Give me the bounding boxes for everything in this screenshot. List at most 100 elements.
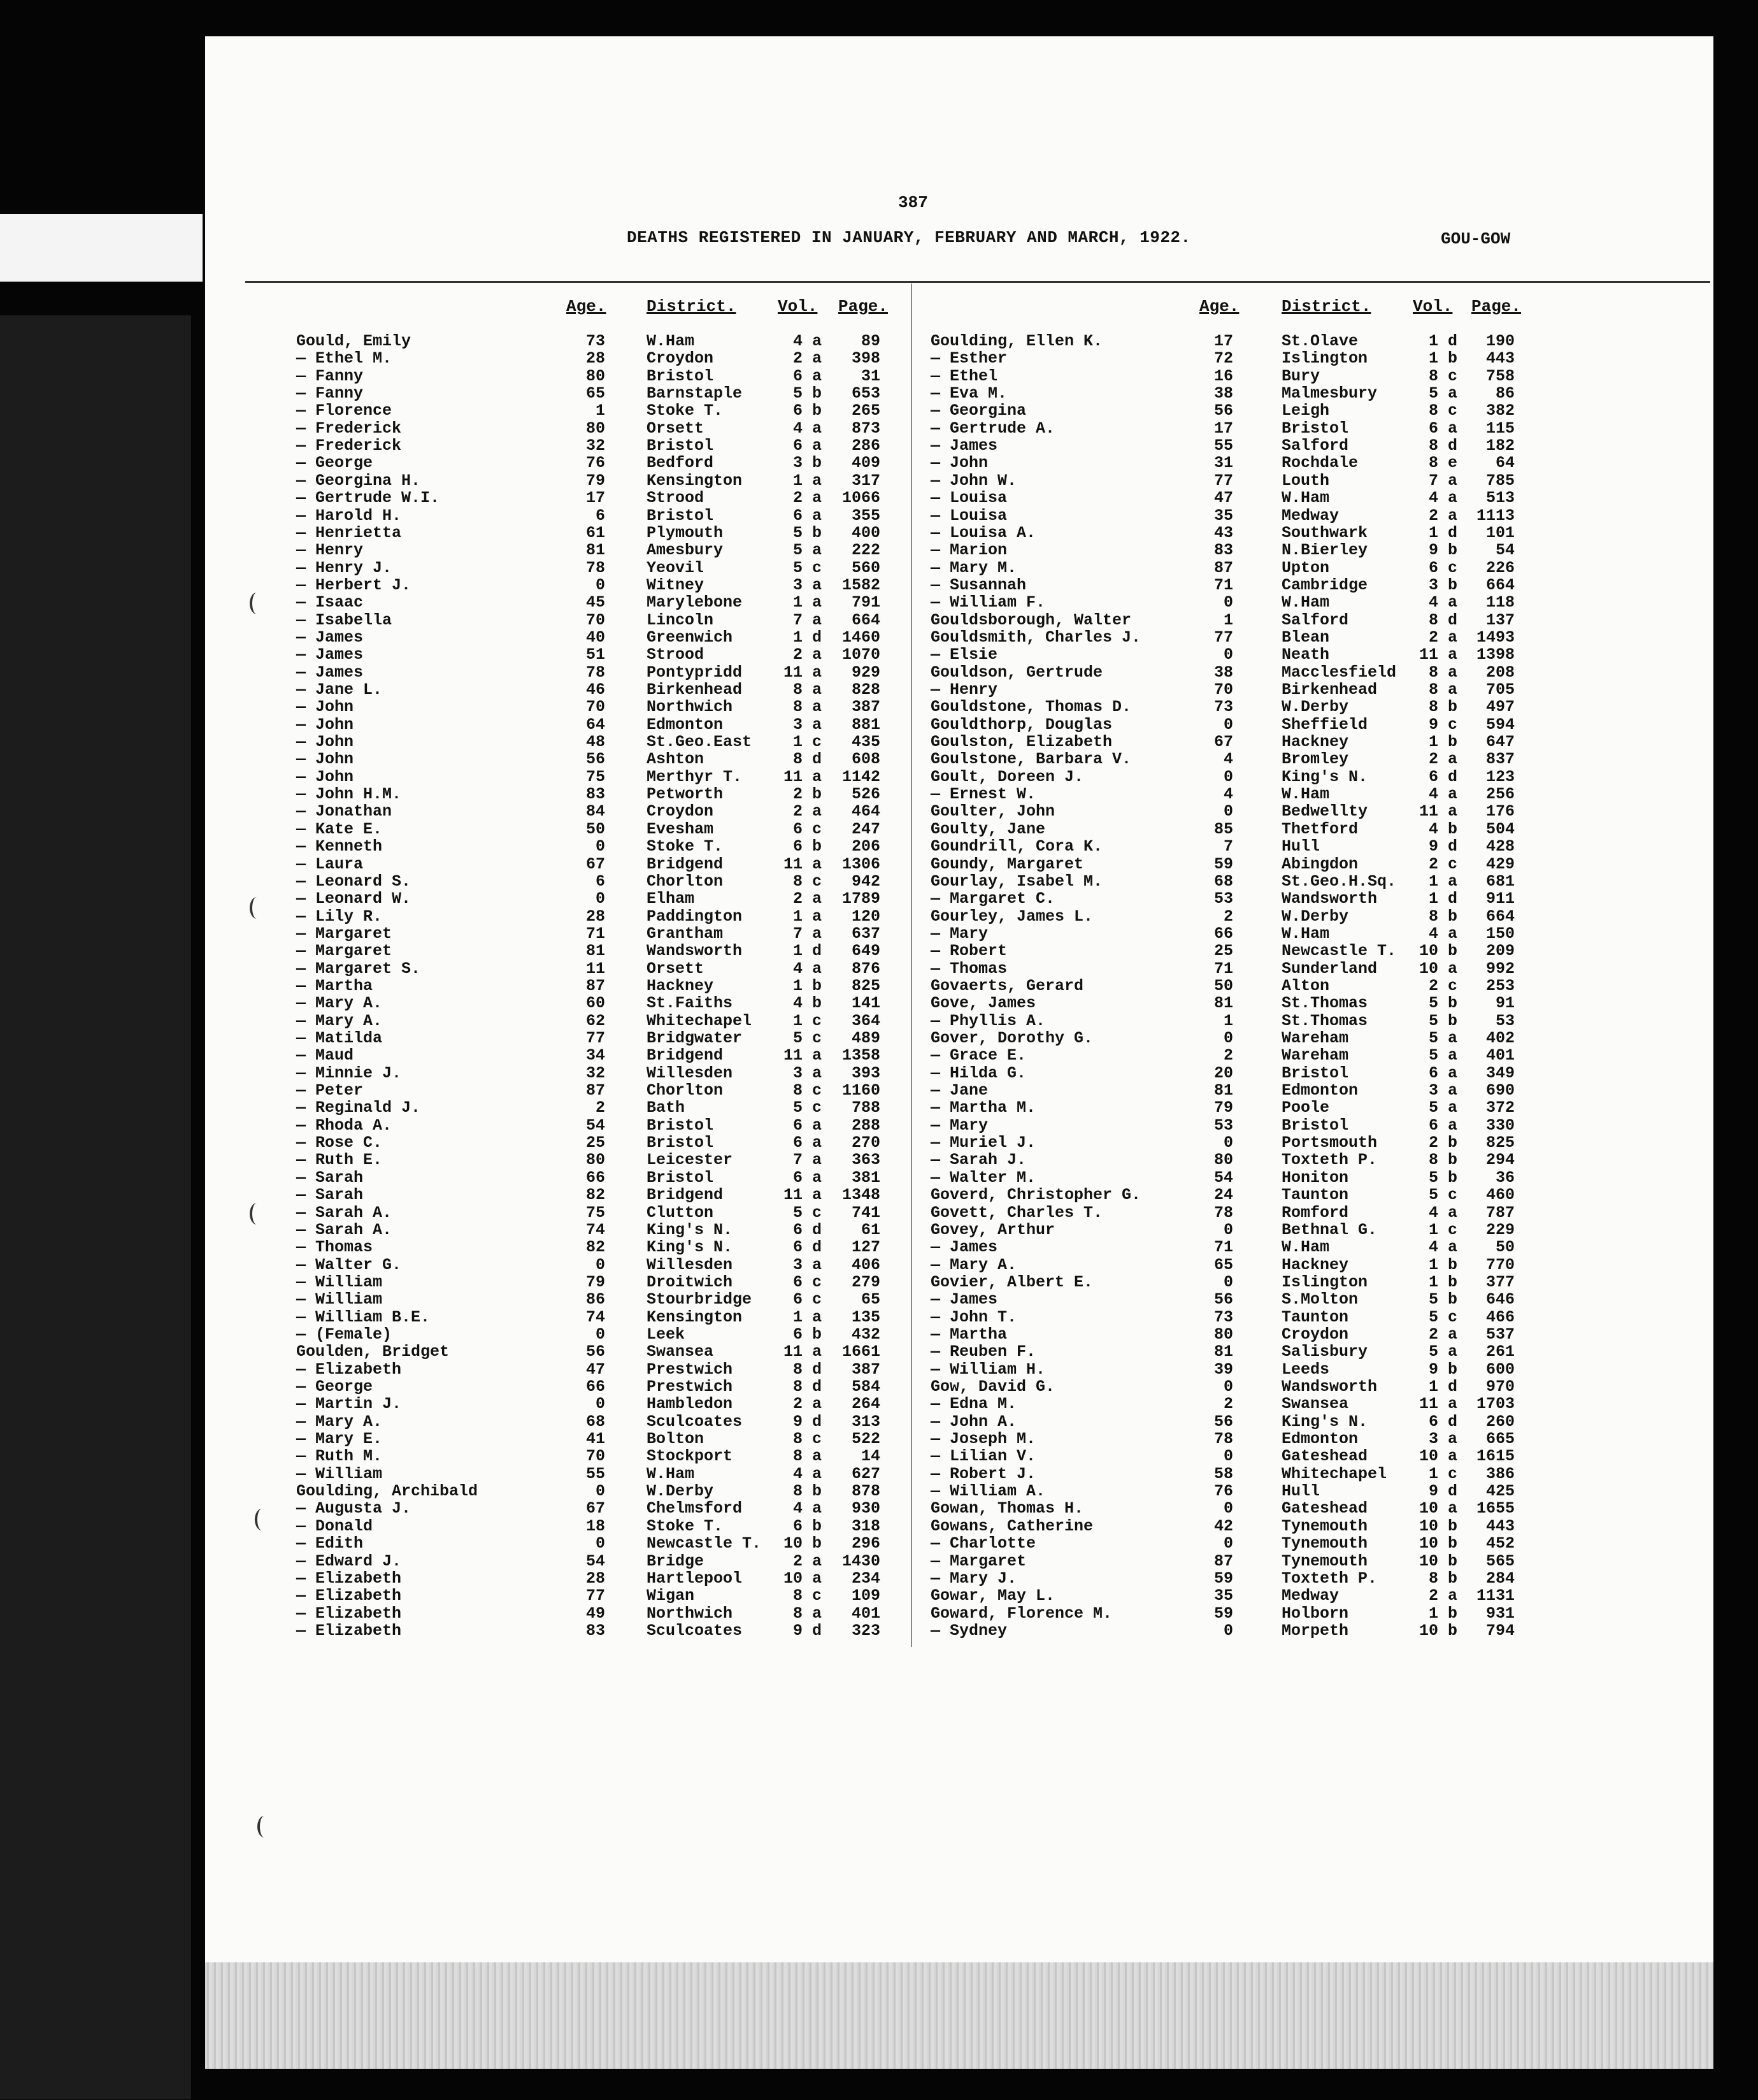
entry-age: 0 bbox=[595, 1534, 605, 1553]
entry-district: W.Ham bbox=[647, 332, 695, 350]
entry-name: — Donald bbox=[296, 1516, 373, 1535]
entry-age: 2 bbox=[1223, 907, 1233, 926]
entry-district: Croydon bbox=[1282, 1325, 1349, 1344]
entry-age: 0 bbox=[1223, 715, 1233, 734]
entry-name: — Fanny bbox=[296, 384, 364, 403]
entry-name: — Ruth M. bbox=[296, 1447, 383, 1466]
right-header-page: Page. bbox=[1471, 297, 1522, 316]
entry-name: Goundrill, Cora K. bbox=[931, 837, 1103, 856]
entry-name: — Augusta J. bbox=[296, 1499, 411, 1518]
entry-age: 0 bbox=[595, 1325, 605, 1344]
entry-district: Bristol bbox=[647, 436, 714, 456]
entry-volume: 2 a bbox=[792, 349, 822, 368]
entry-age: 56 bbox=[585, 1342, 605, 1362]
entry-age: 55 bbox=[585, 1464, 605, 1483]
entry-name: Goward, Florence M. bbox=[931, 1604, 1113, 1623]
entry-age: 54 bbox=[585, 1116, 605, 1135]
entry-age: 1 bbox=[1223, 610, 1233, 629]
entry-name: — Margaret bbox=[296, 942, 392, 961]
entry-age: 28 bbox=[585, 1569, 605, 1588]
entry-district: Barnstaple bbox=[647, 384, 743, 403]
entry-age: 73 bbox=[1213, 1307, 1233, 1327]
entry-page: 208 bbox=[1485, 663, 1515, 682]
entry-volume: 10 b bbox=[1419, 942, 1457, 961]
entry-district: Willesden bbox=[647, 1255, 733, 1274]
entry-district: Honiton bbox=[1282, 1168, 1349, 1187]
entry-page: 264 bbox=[851, 1395, 880, 1414]
entry-page: 1306 bbox=[841, 854, 880, 874]
entry-volume: 6 b bbox=[792, 1325, 822, 1344]
entry-name: — John H.M. bbox=[296, 785, 402, 804]
entry-district: Orsett bbox=[647, 419, 704, 438]
register-page bbox=[205, 36, 1713, 2069]
entry-volume: 6 d bbox=[1428, 1412, 1457, 1431]
entry-volume: 3 a bbox=[792, 1255, 822, 1274]
entry-volume: 11 a bbox=[1419, 1395, 1457, 1414]
entry-name: — Elsie bbox=[931, 645, 998, 665]
entry-age: 58 bbox=[1213, 1464, 1233, 1483]
entry-district: Poole bbox=[1282, 1098, 1330, 1118]
left-header-district: District. bbox=[647, 297, 736, 316]
entry-volume: 5 b bbox=[792, 523, 822, 542]
entry-volume: 9 d bbox=[1428, 837, 1457, 856]
entry-name: — William F. bbox=[931, 593, 1046, 612]
entry-age: 24 bbox=[1213, 1186, 1233, 1205]
entry-district: Paddington bbox=[647, 907, 743, 926]
entry-age: 62 bbox=[585, 1011, 605, 1030]
entry-name: Gowans, Catherine bbox=[931, 1516, 1094, 1535]
entry-volume: 1 b bbox=[1428, 349, 1457, 368]
entry-district: Kensington bbox=[647, 471, 743, 490]
entry-volume: 5 b bbox=[1428, 994, 1457, 1013]
entry-page: 54 bbox=[1495, 541, 1515, 560]
entry-page: 608 bbox=[851, 750, 880, 769]
entry-page: 398 bbox=[851, 349, 880, 368]
entry-name: — Maud bbox=[296, 1046, 354, 1065]
entry-name: Gourley, James L. bbox=[931, 907, 1094, 926]
entry-page: 429 bbox=[1485, 854, 1515, 874]
entry-age: 76 bbox=[1213, 1482, 1233, 1501]
entry-volume: 1 d bbox=[1428, 1377, 1457, 1396]
entry-volume: 6 d bbox=[1428, 767, 1457, 786]
entry-age: 67 bbox=[585, 1499, 605, 1518]
entry-district: Medway bbox=[1282, 1586, 1340, 1606]
entry-age: 81 bbox=[1213, 1342, 1233, 1362]
entry-name: — James bbox=[296, 645, 364, 665]
entry-volume: 2 a bbox=[1428, 750, 1457, 769]
entry-district: Northwich bbox=[647, 1604, 733, 1623]
entry-page: 873 bbox=[851, 419, 880, 438]
entry-district: St.Faiths bbox=[647, 994, 733, 1013]
entry-name: — Martha M. bbox=[931, 1098, 1036, 1118]
entry-volume: 8 b bbox=[1428, 1151, 1457, 1170]
entry-volume: 5 b bbox=[1428, 1168, 1457, 1187]
entry-age: 72 bbox=[1213, 349, 1233, 368]
entry-volume: 9 b bbox=[1428, 541, 1457, 560]
entry-name: — Elizabeth bbox=[296, 1604, 402, 1623]
entry-age: 0 bbox=[595, 1255, 605, 1274]
entry-age: 17 bbox=[1213, 332, 1233, 350]
entry-name: — Martin J. bbox=[296, 1395, 402, 1414]
entry-age: 0 bbox=[595, 889, 605, 909]
entry-page: 349 bbox=[1485, 1063, 1515, 1082]
entry-age: 4 bbox=[1223, 785, 1233, 804]
entry-name: — Marion bbox=[931, 541, 1008, 560]
entry-page: 270 bbox=[851, 1133, 880, 1153]
entry-age: 0 bbox=[595, 837, 605, 856]
entry-volume: 10 b bbox=[1419, 1551, 1457, 1571]
entry-page: 400 bbox=[851, 523, 880, 542]
entry-page: 1661 bbox=[841, 1342, 880, 1362]
entry-name: — Laura bbox=[296, 854, 364, 874]
column-divider bbox=[911, 284, 912, 1647]
entry-district: Holborn bbox=[1282, 1604, 1349, 1623]
entry-page: 513 bbox=[1485, 489, 1515, 508]
entry-name: Gove, James bbox=[931, 994, 1036, 1013]
entry-page: 705 bbox=[1485, 680, 1515, 699]
entry-page: 466 bbox=[1485, 1307, 1515, 1327]
entry-district: Stoke T. bbox=[647, 1516, 724, 1535]
entry-district: Bridgend bbox=[647, 854, 724, 874]
entry-district: Blean bbox=[1282, 628, 1330, 647]
entry-volume: 4 a bbox=[792, 332, 822, 350]
entry-district: Grantham bbox=[647, 924, 724, 943]
entry-district: Malmesbury bbox=[1282, 384, 1378, 403]
entry-district: Northwich bbox=[647, 698, 733, 717]
entry-district: Wigan bbox=[647, 1586, 695, 1606]
